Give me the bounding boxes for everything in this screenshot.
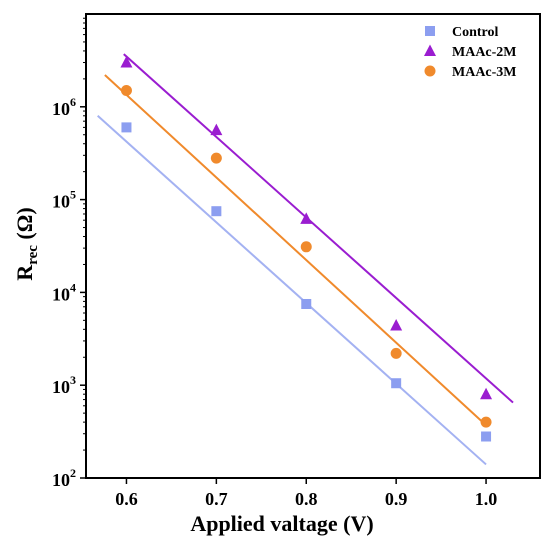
y-tick-label-base: 10 bbox=[52, 192, 70, 212]
fit-line-maac-2m bbox=[123, 53, 514, 404]
y-tick-label-base: 10 bbox=[52, 99, 70, 119]
y-tick-label-exponent: 5 bbox=[70, 188, 76, 202]
data-point-maac-3m bbox=[300, 241, 312, 253]
legend-label: MAAc-3M bbox=[452, 65, 517, 80]
legend-marker bbox=[425, 26, 435, 36]
fit-line-maac-3m bbox=[104, 74, 487, 427]
y-tick-label: 102 bbox=[52, 466, 76, 490]
y-tick-label: 105 bbox=[52, 188, 76, 212]
y-tick-label-exponent: 4 bbox=[70, 280, 76, 294]
data-point-control bbox=[211, 206, 222, 217]
legend-marker bbox=[424, 44, 436, 56]
x-tick-label: 0.6 bbox=[115, 489, 138, 509]
data-point-maac-3m bbox=[210, 152, 222, 164]
legend-marker bbox=[424, 65, 436, 77]
data-point-maac-2m bbox=[480, 387, 493, 400]
y-axis-title: Rrec (Ω) bbox=[12, 207, 41, 280]
x-axis-title: Applied valtage (V) bbox=[190, 511, 373, 536]
y-tick-label: 103 bbox=[52, 373, 76, 397]
y-tick-label-base: 10 bbox=[52, 470, 70, 490]
legend-label: Control bbox=[452, 25, 499, 40]
data-point-maac-2m bbox=[210, 123, 223, 136]
data-point-maac-3m bbox=[390, 347, 402, 359]
data-point-maac-2m bbox=[390, 318, 403, 331]
legend-label: MAAc-2M bbox=[452, 45, 517, 60]
data-point-maac-3m bbox=[480, 416, 492, 428]
y-tick-label-exponent: 2 bbox=[70, 466, 76, 480]
plot-area bbox=[85, 13, 541, 479]
fit-line-control bbox=[97, 115, 487, 466]
x-tick-label: 0.8 bbox=[295, 489, 318, 509]
plot-frame bbox=[85, 13, 541, 479]
y-tick-label: 104 bbox=[52, 280, 76, 304]
x-tick-label: 1.0 bbox=[475, 489, 498, 509]
data-point-control bbox=[481, 431, 492, 442]
y-tick-label-exponent: 3 bbox=[70, 373, 76, 387]
x-axis: 0.6 0.7 0.8 0.9 1.0 bbox=[115, 478, 497, 509]
y-tick-label-exponent: 6 bbox=[70, 95, 76, 109]
data-point-maac-2m bbox=[120, 56, 133, 68]
y-tick-label-base: 10 bbox=[52, 377, 70, 397]
y-axis-title-main: R bbox=[12, 264, 37, 281]
data-point-maac-3m bbox=[120, 84, 132, 96]
data-point-control bbox=[391, 378, 402, 389]
y-axis-title-unit: (Ω) bbox=[12, 207, 37, 245]
legend: Control MAAc-2M MAAc-3M bbox=[424, 25, 517, 80]
data-point-control bbox=[121, 122, 132, 133]
x-tick-label: 0.9 bbox=[385, 489, 408, 509]
x-tick-label: 0.7 bbox=[205, 489, 228, 509]
data-point-control bbox=[301, 298, 312, 309]
y-tick-label-base: 10 bbox=[52, 284, 70, 304]
fit-lines bbox=[97, 53, 514, 466]
y-axis-title-sub: rec bbox=[25, 245, 41, 265]
data-points bbox=[120, 56, 493, 442]
y-tick-label: 106 bbox=[52, 95, 76, 119]
data-point-maac-2m bbox=[300, 212, 313, 224]
